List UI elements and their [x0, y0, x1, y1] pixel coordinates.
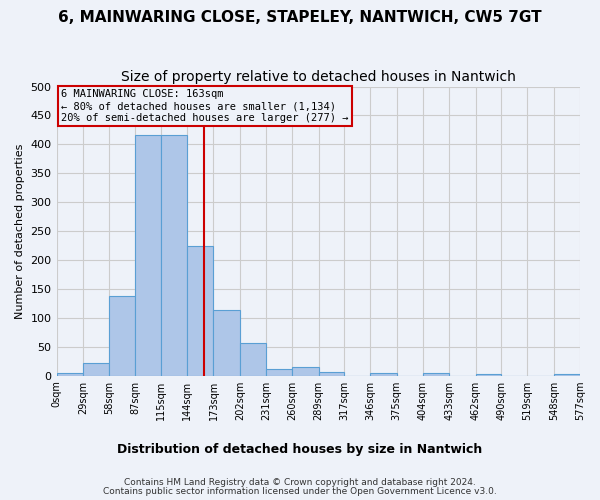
Bar: [56, 374, 83, 376]
Bar: [136, 135, 161, 376]
Text: Distribution of detached houses by size in Nantwich: Distribution of detached houses by size …: [118, 442, 482, 456]
Bar: [240, 344, 266, 376]
Bar: [83, 364, 109, 376]
Bar: [266, 368, 292, 376]
Bar: [187, 246, 214, 376]
Bar: [423, 374, 449, 376]
Text: 6 MAINWARING CLOSE: 163sqm
← 80% of detached houses are smaller (1,134)
20% of s: 6 MAINWARING CLOSE: 163sqm ← 80% of deta…: [61, 90, 349, 122]
Text: 6, MAINWARING CLOSE, STAPELEY, NANTWICH, CW5 7GT: 6, MAINWARING CLOSE, STAPELEY, NANTWICH,…: [58, 10, 542, 25]
Bar: [554, 374, 580, 376]
Bar: [109, 296, 136, 376]
Bar: [476, 374, 501, 376]
Text: Contains HM Land Registry data © Crown copyright and database right 2024.: Contains HM Land Registry data © Crown c…: [124, 478, 476, 487]
Title: Size of property relative to detached houses in Nantwich: Size of property relative to detached ho…: [121, 70, 516, 84]
Bar: [370, 372, 397, 376]
Y-axis label: Number of detached properties: Number of detached properties: [15, 144, 25, 319]
Text: Contains public sector information licensed under the Open Government Licence v3: Contains public sector information licen…: [103, 487, 497, 496]
Bar: [292, 367, 319, 376]
Bar: [319, 372, 344, 376]
Bar: [214, 310, 240, 376]
Bar: [161, 135, 187, 376]
